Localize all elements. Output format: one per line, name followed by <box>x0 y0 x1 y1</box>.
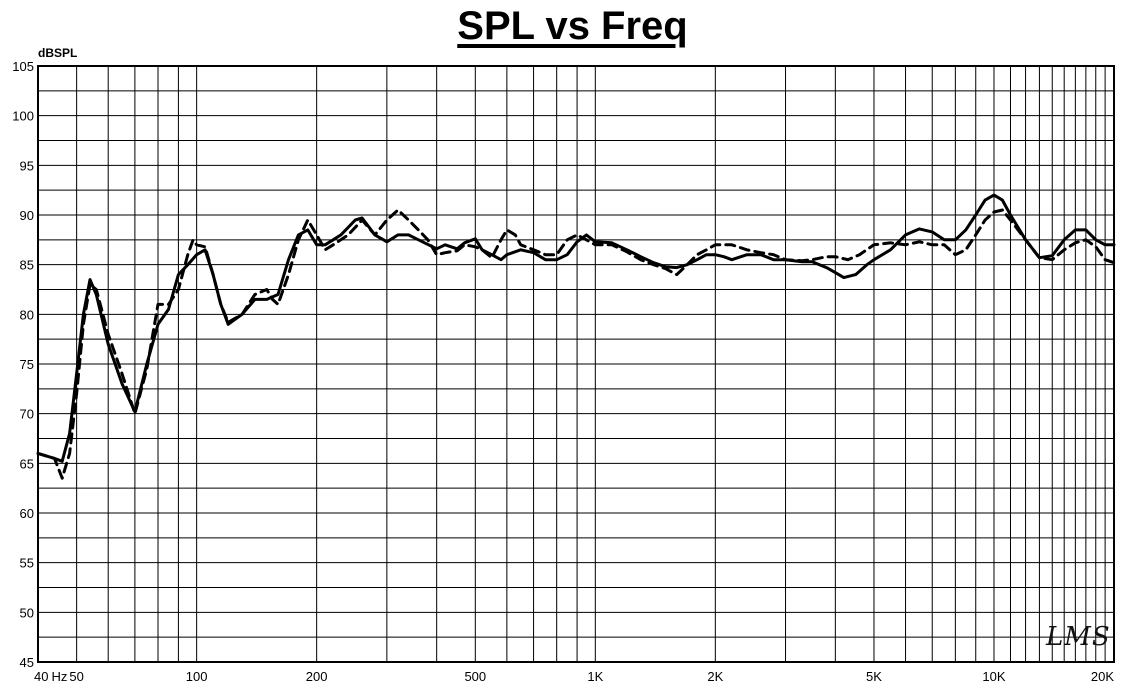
x-tick-label: 100 <box>186 669 208 684</box>
y-tick-label: 90 <box>20 208 34 223</box>
y-tick-label: 105 <box>12 59 34 74</box>
y-tick-label: 85 <box>20 258 34 273</box>
y-tick-label: 95 <box>20 158 34 173</box>
y-tick-label: 55 <box>20 556 34 571</box>
series-layer <box>36 193 1116 480</box>
x-tick-label: 200 <box>306 669 328 684</box>
x-tick-label: 2K <box>707 669 723 684</box>
plot-frame <box>37 65 1115 663</box>
x-tick-label: 50 <box>69 669 83 684</box>
chart-title: SPL vs Freq <box>457 4 688 48</box>
series-solid-line <box>36 193 1116 463</box>
x-tick-labels: 40 50 100 200 500 1K 2K 5K 10K 20K Hz <box>34 669 1114 684</box>
x-tick-label: 500 <box>464 669 486 684</box>
y-tick-label: 70 <box>20 407 34 422</box>
x-unit-label: Hz <box>51 669 67 684</box>
y-tick-label: 80 <box>20 307 34 322</box>
x-tick-label: 40 <box>34 669 48 684</box>
lms-watermark: LMS <box>1046 622 1111 652</box>
y-tick-label: 60 <box>20 506 34 521</box>
grid-layer <box>38 65 1114 663</box>
y-tick-label: 100 <box>12 109 34 124</box>
x-tick-label: 20K <box>1091 669 1114 684</box>
y-tick-label: 75 <box>20 357 34 372</box>
x-tick-label: 1K <box>587 669 603 684</box>
x-tick-label: 10K <box>982 669 1005 684</box>
y-tick-label: 65 <box>20 456 34 471</box>
y-axis-label: dBSPL <box>38 46 78 60</box>
x-tick-label: 5K <box>866 669 882 684</box>
series-dashed-line <box>36 208 1116 480</box>
y-tick-label: 50 <box>20 605 34 620</box>
y-tick-label: 45 <box>20 655 34 670</box>
y-tick-labels: 45 50 55 60 65 70 75 80 85 90 95 100 105 <box>12 59 34 670</box>
